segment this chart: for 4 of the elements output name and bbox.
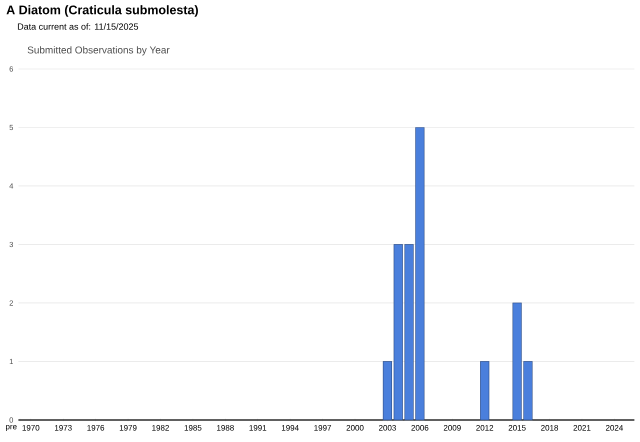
- bar: [480, 361, 490, 420]
- text: Submitted Observations by Year: [28, 46, 170, 56]
- chart-title: A Diatom (Craticula submolesta): [6, 5, 198, 17]
- chart-subtitle: Data current as of: 11/15/2025: [18, 23, 138, 30]
